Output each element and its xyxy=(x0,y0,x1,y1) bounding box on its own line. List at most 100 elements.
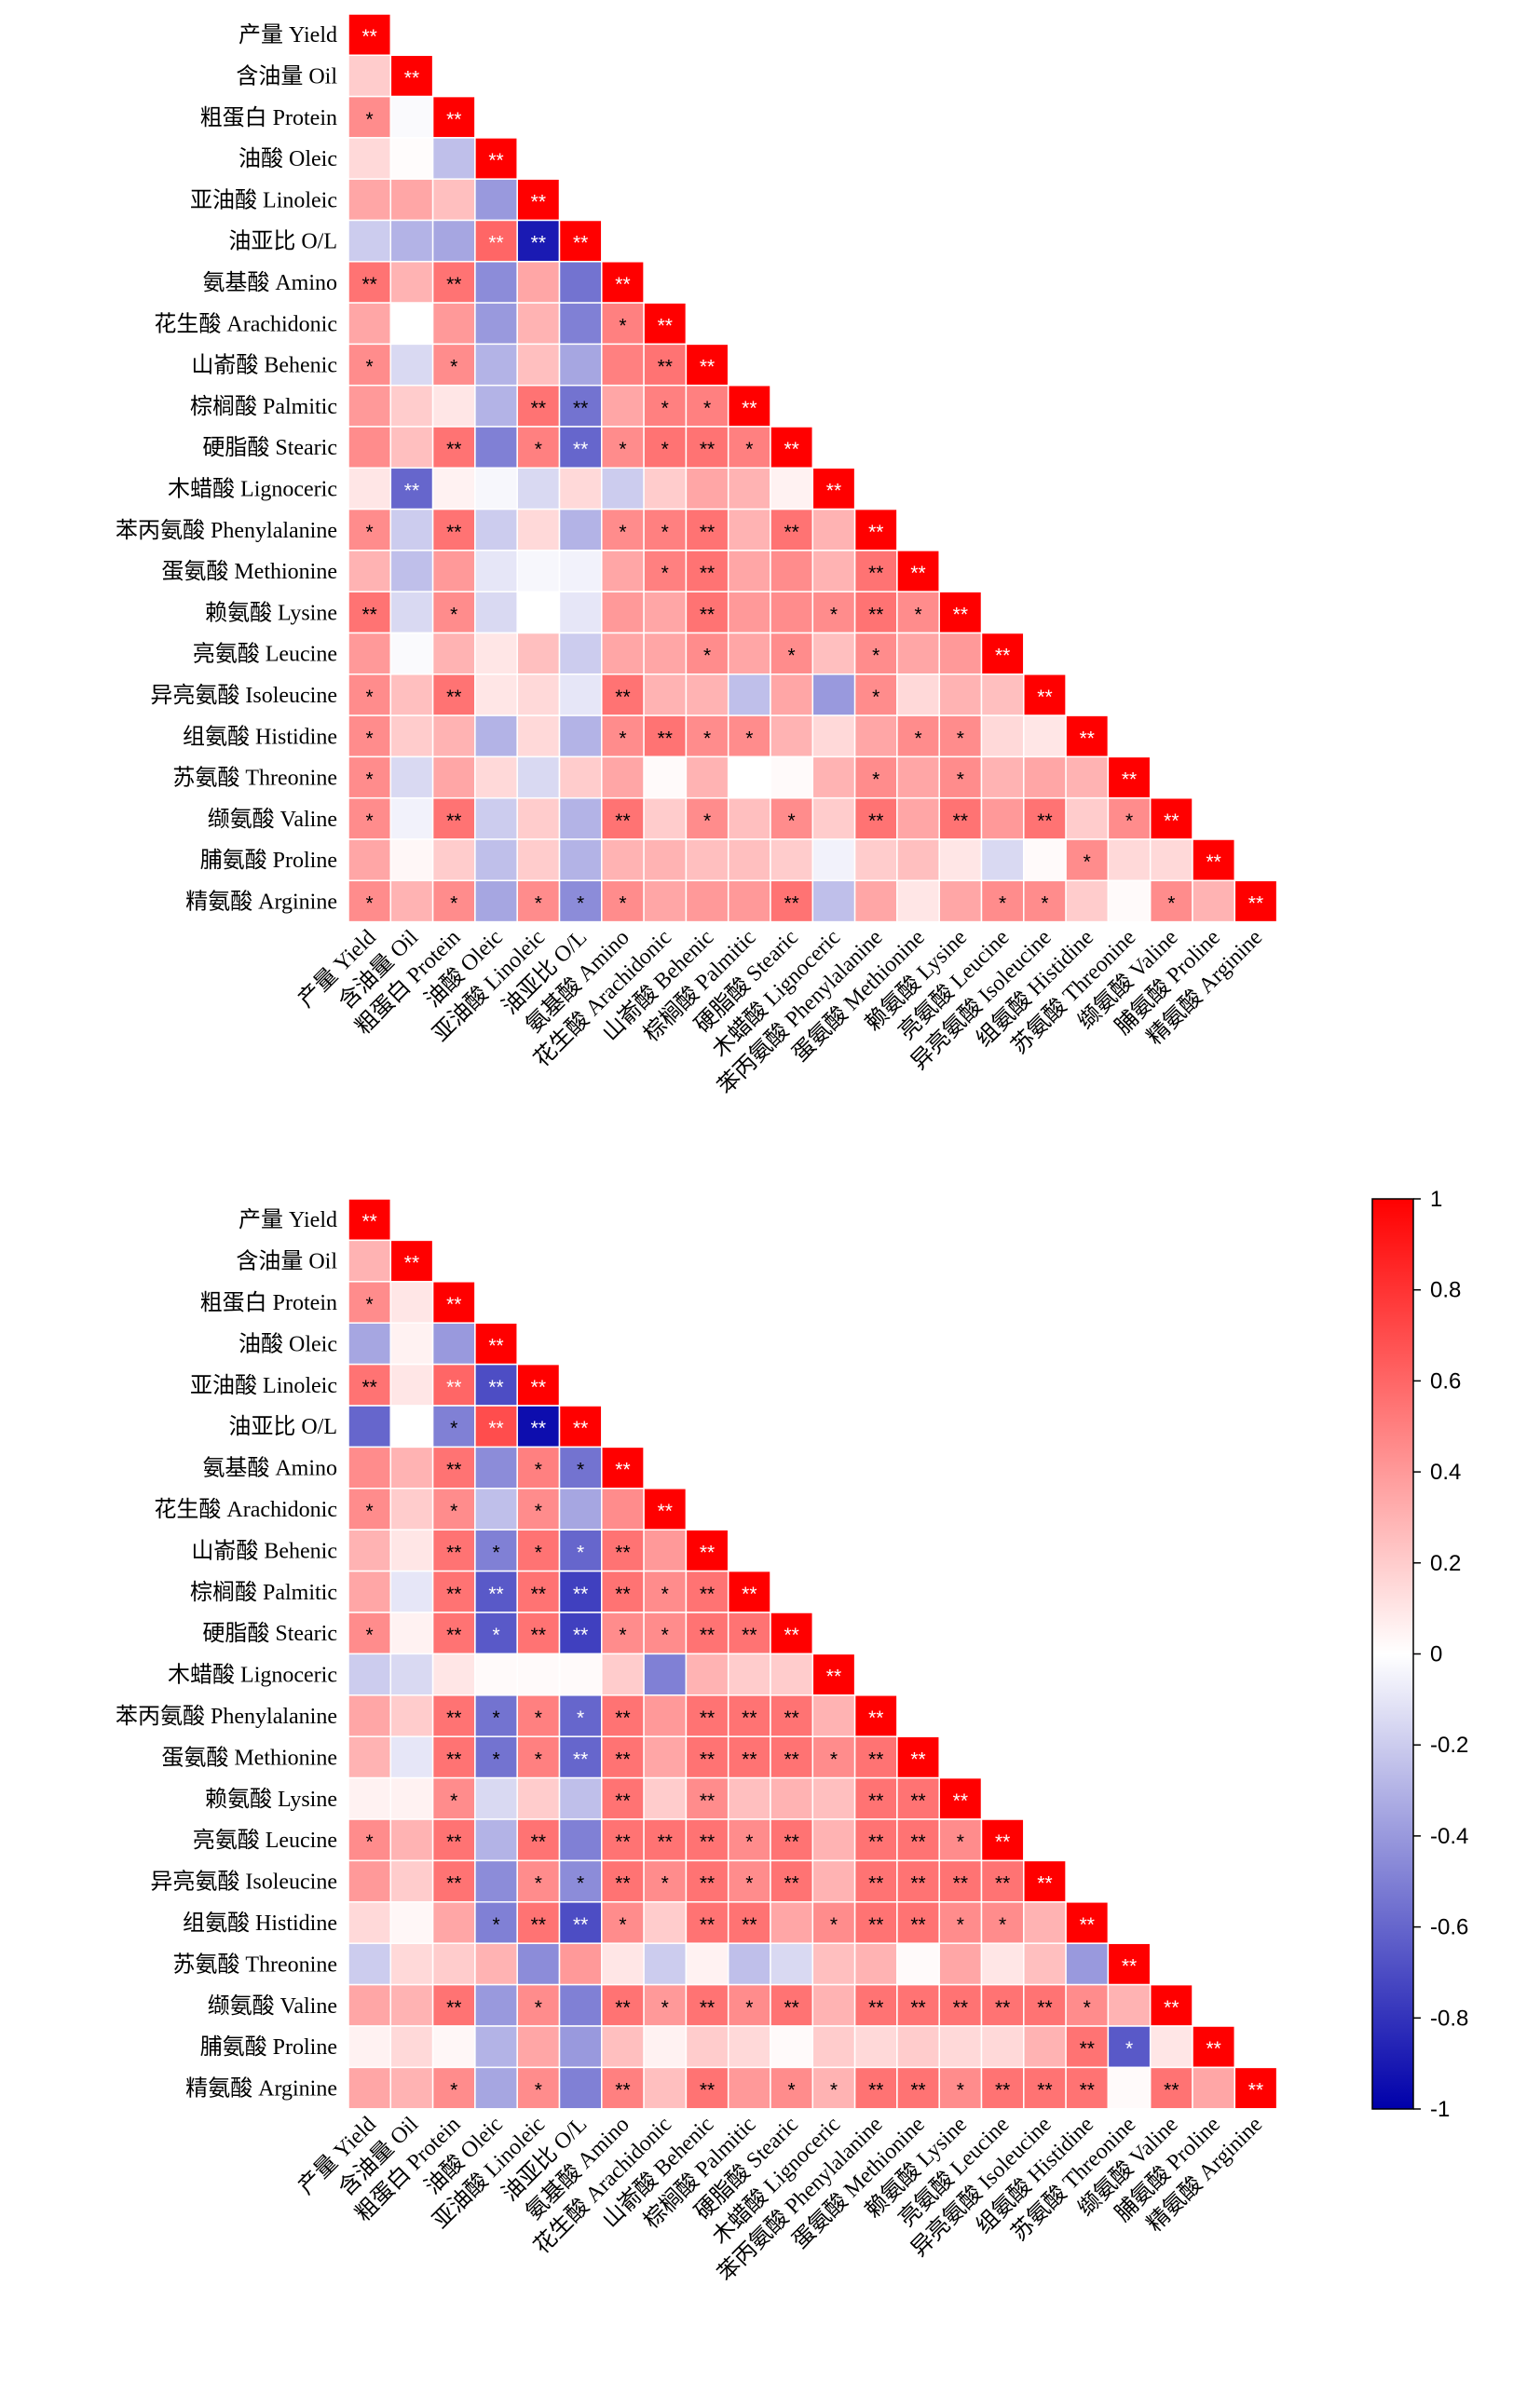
row-label: 花生酸 Arachidonic xyxy=(154,311,337,336)
heatmap-cell xyxy=(643,550,688,592)
significance-mark: ** xyxy=(784,1707,798,1729)
heatmap-cell xyxy=(853,673,898,716)
significance-mark: ** xyxy=(488,150,503,171)
heatmap-cell xyxy=(1192,2066,1236,2110)
significance-mark: ** xyxy=(446,1997,461,2019)
significance-mark: * xyxy=(492,1707,499,1729)
significance-mark: ** xyxy=(446,1584,461,1605)
heatmap-cell xyxy=(853,838,898,882)
heatmap-cell xyxy=(474,838,518,882)
heatmap-cell xyxy=(643,426,688,469)
row-label: 油亚比 O/L xyxy=(228,1414,337,1439)
heatmap-cell xyxy=(727,1859,771,1903)
heatmap-cell xyxy=(685,1776,729,1820)
heatmap-cell xyxy=(1107,2066,1152,2110)
significance-mark: ** xyxy=(868,604,883,625)
significance-mark: * xyxy=(745,1997,753,2019)
significance-mark: * xyxy=(450,1418,457,1439)
significance-mark: ** xyxy=(868,2080,883,2102)
heatmap-cell xyxy=(348,1859,392,1903)
significance-mark: ** xyxy=(700,1748,715,1770)
heatmap-cell xyxy=(348,467,392,510)
heatmap-cell xyxy=(643,1942,688,1986)
row-label: 亚油酸 Linoleic xyxy=(190,1373,337,1398)
row-label: 粗蛋白 Protein xyxy=(200,105,337,130)
significance-mark: ** xyxy=(784,1625,798,1646)
heatmap-cell xyxy=(348,178,392,222)
heatmap-cell xyxy=(348,2066,392,2110)
significance-mark: ** xyxy=(910,1914,925,1936)
heatmap-cell xyxy=(431,2066,476,2110)
heatmap-cell xyxy=(811,1735,856,1779)
significance-mark: ** xyxy=(953,1873,968,1895)
heatmap-cell xyxy=(643,508,688,551)
heatmap-cell xyxy=(431,838,476,882)
heatmap-cell xyxy=(643,384,688,428)
row-label: 产量 Yield xyxy=(239,1207,337,1232)
heatmap-cell xyxy=(431,1901,476,1944)
significance-mark: * xyxy=(535,1873,542,1895)
heatmap-cell xyxy=(1149,2066,1193,2110)
significance-mark: ** xyxy=(784,522,798,543)
row-label: 亮氨酸 Leucine xyxy=(193,1828,337,1853)
significance-mark: ** xyxy=(700,1625,715,1646)
heatmap-cell xyxy=(643,673,688,716)
heatmap-cell xyxy=(685,1653,729,1696)
significance-mark: ** xyxy=(446,274,461,295)
significance-mark: ** xyxy=(615,1460,630,1481)
heatmap-cell xyxy=(474,1818,518,1862)
row-label: 缬氨酸 Valine xyxy=(208,807,337,832)
heatmap-cell xyxy=(811,467,856,510)
significance-mark: * xyxy=(661,1873,669,1895)
significance-mark: * xyxy=(619,439,626,460)
heatmap-cell xyxy=(643,1818,688,1862)
significance-mark: * xyxy=(619,1914,626,1936)
heatmap-cell xyxy=(643,1653,688,1696)
heatmap-cell xyxy=(431,879,476,923)
heatmap-cell xyxy=(516,384,561,428)
significance-mark: ** xyxy=(446,1294,461,1315)
significance-mark: ** xyxy=(615,1542,630,1563)
heatmap-cell xyxy=(389,879,434,923)
heatmap-cell xyxy=(601,1694,645,1737)
significance-mark: * xyxy=(535,439,542,460)
heatmap-cell xyxy=(348,591,392,634)
significance-mark: ** xyxy=(488,1584,503,1605)
heatmap-cell xyxy=(853,879,898,923)
heatmap-cell xyxy=(980,796,1025,840)
significance-mark: ** xyxy=(700,522,715,543)
heatmap-cell xyxy=(348,1942,392,1986)
significance-mark: * xyxy=(661,1584,669,1605)
significance-mark: ** xyxy=(573,1418,588,1439)
heatmap-cell xyxy=(685,755,729,799)
significance-mark: ** xyxy=(446,439,461,460)
heatmap-cell xyxy=(1149,796,1193,840)
significance-mark: ** xyxy=(995,1873,1010,1895)
heatmap-cell xyxy=(896,755,940,799)
heatmap-cell xyxy=(1192,2025,1236,2069)
heatmap-cell xyxy=(601,1983,645,2027)
heatmap-cell xyxy=(389,54,434,98)
significance-mark: ** xyxy=(1037,810,1052,832)
heatmap-cell xyxy=(516,838,561,882)
significance-mark: ** xyxy=(868,1831,883,1853)
heatmap-cell xyxy=(431,261,476,304)
significance-mark: ** xyxy=(742,1625,756,1646)
heatmap-cell xyxy=(348,1818,392,1862)
heatmap-cell xyxy=(389,714,434,758)
heatmap-cell xyxy=(727,1901,771,1944)
significance-mark: ** xyxy=(531,191,546,212)
significance-mark: * xyxy=(366,687,374,708)
heatmap-cell xyxy=(431,1859,476,1903)
significance-mark: * xyxy=(703,728,711,749)
heatmap-cell xyxy=(727,755,771,799)
row-label: 氨基酸 Amino xyxy=(202,270,337,295)
heatmap-cell xyxy=(770,1694,814,1737)
significance-mark: ** xyxy=(1164,1997,1179,2019)
heatmap-cell xyxy=(643,879,688,923)
heatmap-cell xyxy=(980,1818,1025,1862)
significance-mark: ** xyxy=(700,1997,715,2019)
heatmap-cell xyxy=(601,591,645,634)
heatmap-cell xyxy=(1023,714,1067,758)
row-label: 花生酸 Arachidonic xyxy=(154,1497,337,1522)
